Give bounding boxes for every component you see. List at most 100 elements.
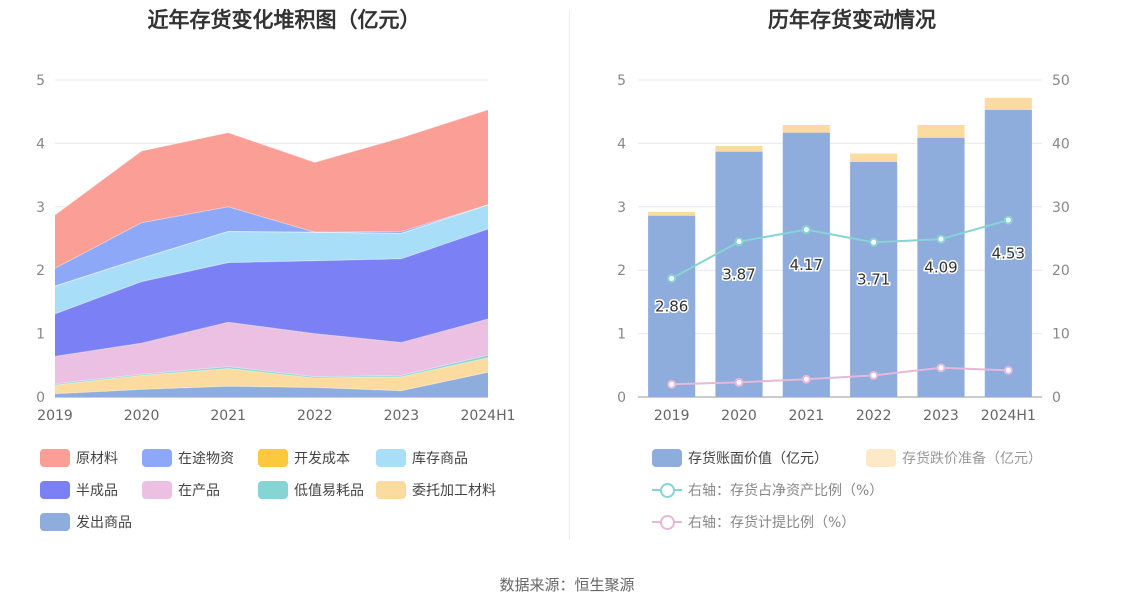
legend-swatch (142, 481, 172, 499)
legend-swatch (652, 481, 682, 499)
left-legend: 原材料 在途物资 开发成本 库存商品半成品 在产品 低值易耗品 委托加工材料发出商品 (40, 448, 560, 538)
x-tick-label: 2022 (297, 408, 333, 424)
legend-label: 右轴：存货占净资产比例（%） (688, 483, 884, 499)
legend-item[interactable]: 发出商品 (40, 512, 132, 532)
line-point-0 (734, 237, 744, 247)
y-right-tick-label: 40 (1052, 136, 1070, 152)
line-point-0 (869, 237, 879, 247)
y-right-tick-label: 50 (1052, 73, 1070, 89)
legend-item[interactable]: 库存商品 (376, 448, 468, 468)
legend-item[interactable]: 在途物资 (142, 448, 234, 468)
bar-1 (715, 145, 763, 152)
legend-swatch (142, 449, 172, 467)
y-tick-label: 0 (36, 390, 45, 406)
bar-0 (648, 215, 696, 397)
y-left-tick-label: 2 (617, 263, 626, 279)
bar-1 (917, 125, 965, 138)
legend-label: 库存商品 (412, 451, 468, 467)
area-edge-5 (54, 204, 489, 287)
legend-label: 存货跌价准备（亿元） (902, 451, 1042, 467)
line-point-1 (936, 363, 946, 373)
legend-item[interactable]: 存货账面价值（亿元） (652, 448, 828, 468)
area-edge-3 (54, 318, 489, 357)
line-point-1 (734, 377, 744, 387)
legend-item[interactable]: 右轴：存货计提比例（%） (652, 512, 855, 532)
bar-1 (984, 97, 1032, 110)
x-tick-label: 2019 (654, 408, 690, 424)
x-tick-label: 2024H1 (981, 408, 1036, 424)
legend-swatch (376, 449, 406, 467)
line-point-0 (801, 225, 811, 235)
legend-item[interactable]: 委托加工材料 (376, 480, 496, 500)
y-left-tick-label: 1 (617, 327, 626, 343)
x-tick-label: 2024H1 (460, 408, 515, 424)
legend-swatch (258, 481, 288, 499)
line-point-1 (801, 374, 811, 384)
left-chart-title: 近年存货变化堆积图（亿元） (147, 8, 421, 32)
legend-item[interactable]: 右轴：存货占净资产比例（%） (652, 480, 883, 500)
bar-value-label: 4.09 (924, 258, 957, 276)
legend-label: 半成品 (76, 483, 118, 499)
legend-swatch (40, 449, 70, 467)
x-tick-label: 2021 (789, 408, 825, 424)
y-left-tick-label: 4 (617, 136, 626, 152)
legend-label: 委托加工材料 (412, 483, 496, 499)
legend-swatch (40, 481, 70, 499)
bar-0 (984, 109, 1032, 397)
bar-1 (850, 153, 898, 162)
area-edge-4 (54, 228, 489, 315)
bar-value-label: 3.87 (722, 265, 755, 283)
x-tick-label: 2022 (856, 408, 892, 424)
bar-line-panel: 历年存货变动情况 0 1 2 3 4 5 0 10 20 30 40 50 2.86 3.87 4.17 3.… (570, 0, 1134, 545)
y-tick-label: 1 (36, 327, 45, 343)
panel-divider (569, 10, 570, 540)
bar-0 (782, 132, 830, 397)
line-point-1 (667, 379, 677, 389)
line-series-1 (671, 366, 1009, 386)
legend-label: 右轴：存货计提比例（%） (688, 515, 856, 531)
x-tick-label: 2021 (210, 408, 246, 424)
line-point-0 (1003, 215, 1013, 225)
line-point-0 (936, 234, 946, 244)
legend-label: 低值易耗品 (294, 483, 364, 499)
legend-label: 在产品 (178, 483, 220, 499)
stacked-area-panel: 近年存货变化堆积图（亿元） 0 1 2 3 4 5 2019 2020 2021 2022 2023… (0, 0, 568, 545)
bar-1 (648, 211, 696, 216)
legend-item[interactable]: 开发成本 (258, 448, 350, 468)
area-series-0 (55, 372, 488, 397)
y-right-tick-label: 0 (1052, 390, 1061, 406)
legend-swatch (258, 449, 288, 467)
legend-swatch (652, 513, 682, 531)
legend-label: 存货账面价值（亿元） (688, 451, 828, 467)
bar-1 (782, 125, 830, 133)
line-point-1 (1003, 365, 1013, 375)
legend-item[interactable]: 低值易耗品 (258, 480, 364, 500)
y-right-tick-label: 30 (1052, 200, 1070, 216)
legend-item[interactable]: 原材料 (40, 448, 118, 468)
y-tick-label: 2 (36, 263, 45, 279)
stacked-area-chart: 0 1 2 3 4 5 2019 2020 2021 2022 2023 2024H1 (36, 73, 515, 424)
legend-label: 原材料 (76, 451, 118, 467)
area-edge-7 (54, 204, 489, 269)
data-source-note: 数据来源：恒生聚源 (499, 576, 635, 594)
area-series-4 (55, 229, 488, 357)
x-tick-label: 2020 (721, 408, 757, 424)
legend-item[interactable]: 在产品 (142, 480, 220, 500)
legend-swatch (866, 449, 896, 467)
area-edge-0 (54, 371, 489, 395)
area-edge-6 (54, 204, 489, 287)
line-series-0 (671, 219, 1009, 280)
y-left-tick-label: 0 (617, 390, 626, 406)
legend-item[interactable]: 半成品 (40, 480, 118, 500)
area-series-3 (55, 319, 488, 384)
legend-item[interactable]: 存货跌价准备（亿元） (866, 448, 1042, 468)
bar-value-label: 4.17 (790, 256, 823, 274)
legend-swatch (652, 449, 682, 467)
area-edge-2 (54, 354, 489, 385)
y-tick-label: 4 (36, 136, 45, 152)
bar-0 (715, 151, 763, 397)
y-left-tick-label: 5 (617, 73, 626, 89)
x-tick-label: 2019 (37, 408, 73, 424)
line-point-1 (869, 370, 879, 380)
area-edge-1 (54, 357, 489, 386)
